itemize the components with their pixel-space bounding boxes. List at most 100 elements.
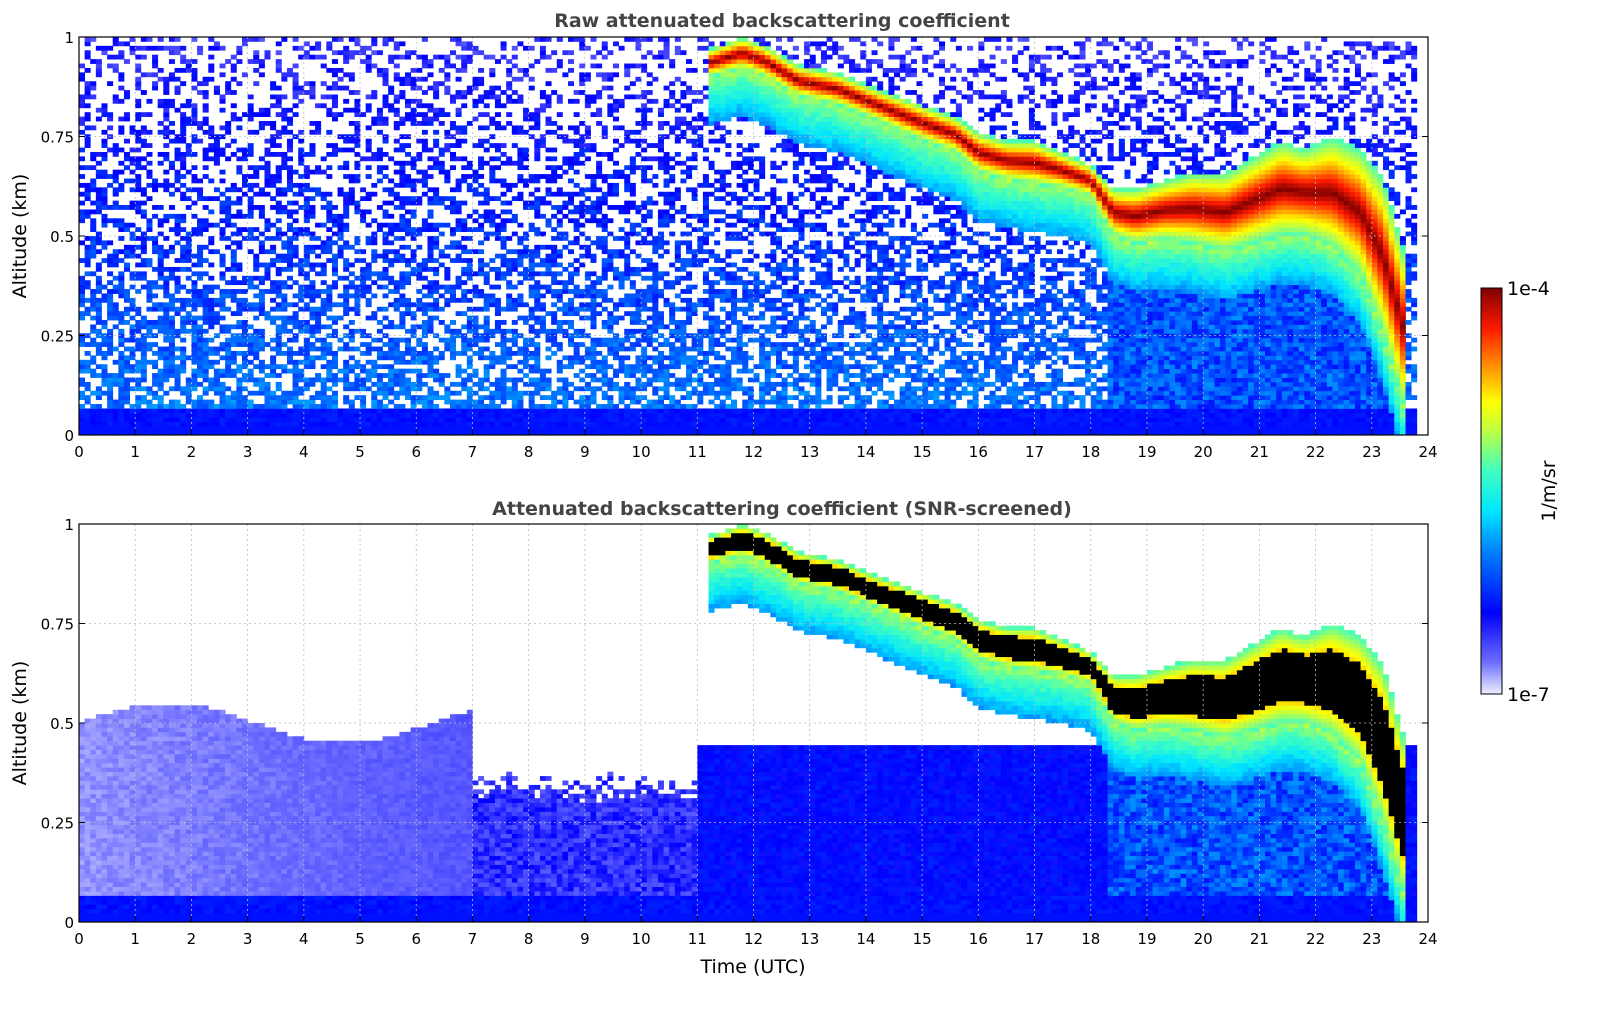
heatmap-cell <box>146 196 153 202</box>
heatmap-cell <box>534 174 541 179</box>
heatmap-cell <box>264 236 271 241</box>
heatmap-cell <box>129 37 136 42</box>
heatmap-cell <box>230 200 237 206</box>
heatmap-cell <box>556 293 563 299</box>
heatmap-cell <box>286 227 293 232</box>
heatmap-cell <box>303 209 310 215</box>
heatmap-cell <box>191 381 198 387</box>
heatmap-cell <box>405 81 412 87</box>
heatmap-cell <box>556 364 563 370</box>
heatmap-cell <box>253 266 260 272</box>
heatmap-cell <box>421 178 428 184</box>
heatmap-cell <box>472 337 479 343</box>
heatmap-cell <box>534 112 541 117</box>
heatmap-cell <box>258 213 265 219</box>
heatmap-cell <box>410 116 417 122</box>
heatmap-cell <box>84 209 91 215</box>
heatmap-cell <box>534 125 541 131</box>
heatmap-cell <box>523 320 530 325</box>
heatmap-cell <box>539 408 546 414</box>
heatmap-cell <box>343 408 350 414</box>
heatmap-cell <box>478 182 485 188</box>
heatmap-cell <box>258 63 265 69</box>
heatmap-cell <box>376 306 383 312</box>
heatmap-cell <box>107 417 114 423</box>
heatmap-cell <box>624 386 631 392</box>
heatmap-cell <box>140 156 147 162</box>
heatmap-cell <box>90 253 97 259</box>
heatmap-cell <box>258 165 265 171</box>
heatmap-cell <box>298 328 305 334</box>
heatmap-cell <box>208 289 215 294</box>
heatmap-cell <box>579 386 586 392</box>
heatmap-cell <box>320 244 327 250</box>
heatmap-cell <box>84 116 91 122</box>
heatmap-cell <box>556 399 563 405</box>
heatmap-cell <box>258 112 265 117</box>
heatmap-cell <box>624 63 631 69</box>
heatmap-cell <box>112 258 119 263</box>
heatmap-cell <box>444 85 451 91</box>
heatmap-cell <box>596 205 603 210</box>
heatmap-cell <box>523 350 530 356</box>
heatmap-cell <box>264 381 271 387</box>
heatmap-cell <box>242 359 249 365</box>
heatmap-cell <box>534 209 541 215</box>
heatmap-cell <box>652 262 659 268</box>
heatmap-cell <box>472 209 479 215</box>
heatmap-cell <box>534 213 541 219</box>
heatmap-cell <box>303 412 310 418</box>
heatmap-cell <box>438 196 445 202</box>
heatmap-cell <box>461 408 468 414</box>
heatmap-cell <box>180 412 187 418</box>
heatmap-cell <box>337 337 344 343</box>
heatmap-cell <box>303 244 310 250</box>
heatmap-cell <box>123 59 130 64</box>
heatmap-cell <box>478 355 485 361</box>
heatmap-cell <box>579 293 586 299</box>
heatmap-cell <box>478 227 485 232</box>
heatmap-cell <box>326 293 333 299</box>
heatmap-cell <box>612 306 619 312</box>
heatmap-cell <box>152 45 159 51</box>
heatmap-cell <box>135 426 142 431</box>
heatmap-cell <box>185 240 192 246</box>
heatmap-cell <box>163 218 170 224</box>
heatmap-cell <box>118 399 125 405</box>
heatmap-cell <box>646 90 653 95</box>
heatmap-cell <box>371 271 378 277</box>
heatmap-cell <box>466 236 473 241</box>
heatmap-cell <box>556 59 563 64</box>
heatmap-cell <box>393 289 400 294</box>
heatmap-cell <box>663 54 670 60</box>
heatmap-cell <box>461 236 468 241</box>
heatmap-cell <box>230 355 237 361</box>
heatmap-cell <box>129 45 136 51</box>
heatmap-cell <box>433 346 440 352</box>
heatmap-cell <box>174 430 181 436</box>
heatmap-cell <box>624 408 631 414</box>
heatmap-cell <box>596 368 603 374</box>
heatmap-cell <box>405 275 412 281</box>
heatmap-cell <box>410 160 417 166</box>
heatmap-cell <box>101 284 108 290</box>
heatmap-cell <box>157 395 164 401</box>
heatmap-cell <box>523 116 530 122</box>
heatmap-cell <box>427 258 434 263</box>
heatmap-cell <box>461 45 468 51</box>
heatmap-cell <box>135 244 142 250</box>
heatmap-cell <box>292 430 299 436</box>
heatmap-cell <box>568 249 575 255</box>
heatmap-cell <box>140 337 147 343</box>
heatmap-cell <box>388 355 395 361</box>
heatmap-cell <box>421 143 428 148</box>
heatmap-cell <box>416 98 423 104</box>
heatmap-cell <box>517 368 524 374</box>
heatmap-cell <box>618 359 625 365</box>
heatmap-cell <box>584 236 591 241</box>
heatmap-cell <box>590 284 597 290</box>
heatmap-cell <box>348 138 355 144</box>
heatmap-cell <box>472 315 479 321</box>
heatmap-cell <box>500 209 507 215</box>
heatmap-cell <box>382 37 389 42</box>
